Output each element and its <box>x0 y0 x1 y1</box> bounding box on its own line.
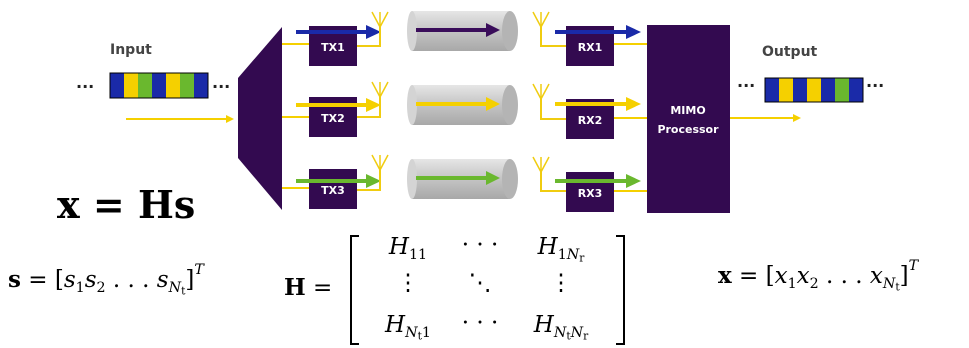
tx3-antenna-icon <box>371 154 389 171</box>
output-stream-block-blue <box>821 78 835 102</box>
output-stream-border <box>764 77 864 103</box>
tx1-arrow <box>296 25 381 39</box>
x-vector-equation: x = [x1x2 . . . xNt]T <box>718 258 919 294</box>
matrix-left-bracket <box>350 235 359 345</box>
h-matrix-equation: H = H11 · · · H1Nr ⋮ ⋱ ⋮ HNt1 · · · HNtN… <box>284 232 634 348</box>
input-stream-block-blue <box>194 73 208 98</box>
output-stream-block-blue <box>765 78 779 102</box>
mimo-processor-block: MIMO Processor <box>647 25 730 213</box>
input-stream-block-green <box>138 73 152 98</box>
rx2-arrow <box>555 97 641 111</box>
rx2-antenna-feed <box>540 99 566 120</box>
output-ellipsis-left: ... <box>737 72 755 91</box>
input-stream-block-yellow <box>166 73 180 98</box>
channel-tube-3 <box>407 159 518 199</box>
rx3-arrow <box>555 174 641 188</box>
rx1-label: RX1 <box>578 41 603 54</box>
s-vector-equation: s = [s1s2 . . . sNt]T <box>8 262 204 298</box>
rx3-antenna-icon <box>532 156 550 173</box>
rx3-block: RX3 <box>566 172 614 212</box>
channel-tube-2 <box>407 85 518 125</box>
tx2-label: TX2 <box>321 112 345 125</box>
tx1-antenna-feed <box>357 27 381 47</box>
output-stream-block-blue <box>793 78 807 102</box>
tx2-arrow <box>296 98 381 112</box>
rx2-label: RX2 <box>578 114 603 127</box>
output-ellipsis-right: ... <box>866 72 884 91</box>
output-stream-block-yellow <box>779 78 793 102</box>
tx2-antenna-icon <box>371 81 389 98</box>
output-label: Output <box>762 44 818 60</box>
tx3-block: TX3 <box>309 169 357 209</box>
tx1-antenna-icon <box>371 11 389 28</box>
processor-label-line1: MIMO <box>670 104 705 117</box>
input-ellipsis-left: ... <box>76 73 94 92</box>
input-stream-block-blue <box>110 73 124 98</box>
tx1-label: TX1 <box>321 41 345 54</box>
matrix-right-bracket <box>616 235 625 345</box>
rx1-arrow <box>555 25 641 39</box>
input-stream-border <box>109 72 209 99</box>
processor-label-line2: Processor <box>657 123 719 136</box>
channel-tube-1 <box>407 11 518 51</box>
input-stream-block-green <box>180 73 194 98</box>
output-data-stream <box>764 77 864 103</box>
rx2-antenna-icon <box>532 83 550 100</box>
output-stream-block-green <box>835 78 849 102</box>
rx1-antenna-feed <box>540 27 566 47</box>
rx1-antenna-icon <box>532 11 550 28</box>
demultiplexer-block <box>238 27 282 210</box>
output-stream-block-yellow <box>807 78 821 102</box>
tx2-antenna-feed <box>357 97 381 118</box>
rx3-label: RX3 <box>578 187 603 200</box>
input-ellipsis-right: ... <box>212 73 230 92</box>
tx3-antenna-feed <box>357 170 381 191</box>
output-stream-block-blue <box>849 78 863 102</box>
tx3-label: TX3 <box>321 184 345 197</box>
input-label: Input <box>110 42 152 58</box>
rx3-antenna-feed <box>540 172 566 192</box>
input-data-stream <box>109 72 209 99</box>
input-stream-block-yellow <box>124 73 138 98</box>
input-stream-block-blue <box>152 73 166 98</box>
tx3-arrow <box>296 174 381 188</box>
main-equation: x = Hs <box>57 182 196 227</box>
